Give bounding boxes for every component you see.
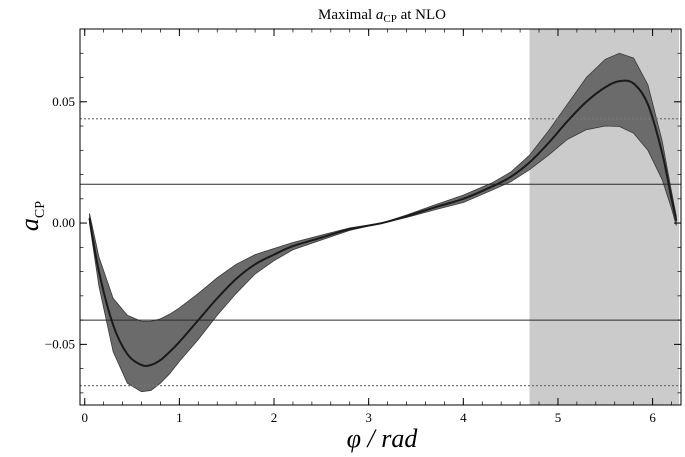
central-curve-group xyxy=(88,79,678,367)
uncertainty-band xyxy=(89,52,677,393)
y-tick-label: 0.00 xyxy=(52,215,75,230)
reference-lines-group xyxy=(80,118,681,387)
x-tick-label: 0 xyxy=(81,410,88,425)
y-axis-label-symbol: a xyxy=(15,218,44,231)
y-tick-label: −0.05 xyxy=(45,336,75,351)
chart-title-suffix: at NLO xyxy=(397,7,446,23)
chart-title-prefix: Maximal xyxy=(318,7,376,23)
plot-frame xyxy=(79,28,682,406)
central-curve xyxy=(88,79,678,367)
chart-title: Maximal aCP at NLO xyxy=(318,7,446,25)
x-tick-label: 3 xyxy=(365,410,372,425)
x-tick-label: 5 xyxy=(555,410,562,425)
y-axis-label: aCP xyxy=(15,201,48,231)
x-tick-label: 2 xyxy=(271,410,278,425)
chart-title-symbol: a xyxy=(376,7,384,23)
y-axis-label-subscript: CP xyxy=(33,201,48,218)
y-tick-label: 0.05 xyxy=(52,94,75,109)
x-tick-label: 1 xyxy=(176,410,183,425)
y-axis-ticks: −0.05 0.00 0.05 xyxy=(45,52,681,394)
uncertainty-band-group xyxy=(89,52,677,393)
chart-title-subscript: CP xyxy=(383,13,396,25)
x-tick-label: 6 xyxy=(649,410,656,425)
x-axis-ticks: 0 1 2 3 4 5 6 xyxy=(81,29,672,425)
plot-frame-group xyxy=(79,28,682,406)
x-tick-label: 4 xyxy=(460,410,467,425)
x-axis-label: φ / rad xyxy=(347,424,419,453)
